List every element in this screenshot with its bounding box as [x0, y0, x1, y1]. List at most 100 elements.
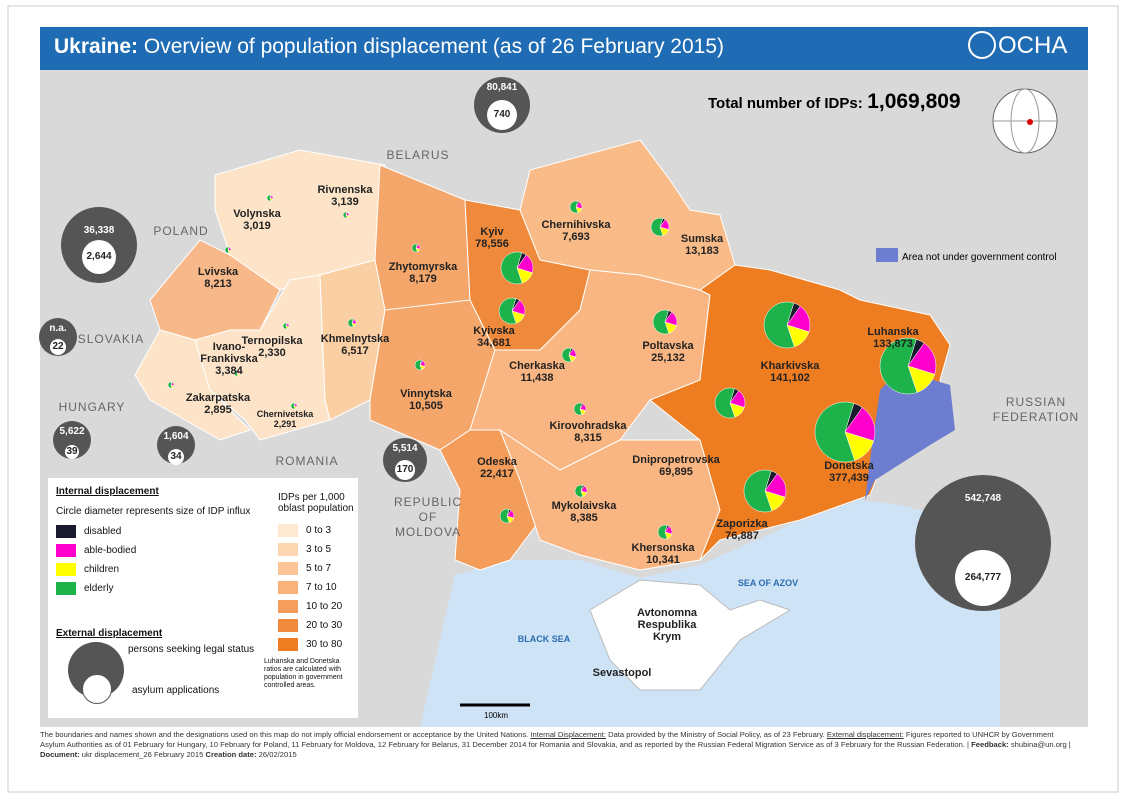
legend: Internal displacement Circle diameter re…	[48, 478, 358, 718]
oblast-name: Volynska	[233, 208, 281, 220]
oblast-name: Luhanska	[867, 326, 919, 338]
legend-label: 3 to 5	[306, 544, 332, 555]
legend-title: External displacement	[56, 628, 163, 639]
footer-label: Creation date:	[205, 750, 257, 759]
external-asylum: 39	[66, 446, 78, 457]
oblast-idps: 3,019	[243, 220, 271, 232]
footer-text: Data provided by the Ministry of Social …	[608, 730, 825, 739]
oblast-label: Zakarpatska 2,895	[186, 392, 250, 416]
oblast-idps: 8,385	[570, 512, 598, 524]
pie-slice	[573, 402, 583, 416]
oblast-label: Zhytomyrska 8,179	[389, 261, 457, 285]
external-asylum: 2,644	[86, 251, 112, 262]
oblast-label: Volynska 3,019	[233, 208, 281, 232]
country-line: REPUBLIC	[393, 495, 463, 509]
oblast-label: Kirovohradska 8,315	[549, 420, 626, 444]
oblast-label: Poltavska 25,132	[642, 340, 693, 364]
pie-slice	[714, 387, 736, 419]
oblast-name: Ivano-Frankivska	[200, 341, 258, 365]
footer-label: Internal Displacement:	[530, 730, 606, 739]
legend-title: IDPs per 1,000 oblast population	[278, 492, 354, 514]
legend-title: Internal displacement	[56, 486, 159, 497]
oblast-idps: 78,556	[475, 238, 509, 250]
external-asylum: 740	[493, 109, 511, 120]
pie-slice	[561, 347, 572, 363]
oblast-name: Khmelnytska	[320, 333, 390, 345]
legend-label: 30 to 80	[306, 639, 343, 650]
oblast-idps: 25,132	[651, 352, 685, 364]
oblast-name: Rivnenska	[317, 184, 373, 196]
oblast-name: Kharkivska	[760, 360, 820, 372]
oblast-idps: 13,183	[685, 245, 719, 257]
oblast-idps: 3,384	[215, 365, 243, 377]
oblast-label: Kyiv 78,556	[475, 226, 509, 250]
external-seeking: 1,604	[163, 431, 189, 442]
oblast-label: Zaporizka 76,887	[716, 518, 767, 542]
pie-slice	[347, 318, 354, 328]
oblast-idps: 2,291	[273, 419, 297, 429]
scale-label: 100km	[484, 711, 509, 720]
pie-slice	[814, 401, 855, 463]
external-circle	[157, 426, 195, 464]
oblast-idps: 6,517	[341, 345, 369, 357]
oblast-name: Dnipropetrovska	[632, 454, 720, 466]
oblast-name: Sumska	[680, 233, 724, 245]
oblast-idps: 8,179	[409, 273, 437, 285]
pie-slice	[652, 309, 670, 335]
oblast-name: Zakarpatska	[185, 392, 251, 404]
external-circle	[39, 318, 77, 356]
oblast-idps: 2,330	[258, 347, 286, 359]
oblast-idps: 10,341	[646, 554, 680, 566]
pie-slice	[282, 322, 288, 330]
header-bar	[40, 27, 1088, 70]
pie-slice	[290, 402, 296, 410]
external-asylum: 34	[170, 451, 182, 462]
oblast-name: Ternopilska	[241, 335, 303, 347]
total-label: Total number of IDPs:	[708, 95, 863, 112]
external-inner-circle	[50, 339, 66, 355]
legend-label: able-bodied	[84, 545, 137, 556]
oblast-name: Kirovohradska	[549, 420, 627, 432]
legend-swatch	[278, 619, 298, 632]
legend-swatch	[56, 563, 76, 576]
external-seeking: 80,841	[486, 82, 518, 93]
title-bold: Ukraine:	[54, 35, 139, 58]
country-label: REPUBLIC OF MOLDOVA	[394, 495, 462, 540]
country-label: HUNGARY	[59, 400, 126, 415]
oblast-idps: 22,417	[480, 468, 514, 480]
pie-slice	[498, 297, 517, 325]
pie-slice	[167, 381, 173, 389]
oblast-name: Vinnytska	[400, 388, 452, 400]
globe-marker	[1027, 119, 1033, 125]
pie-slice	[342, 211, 348, 219]
country-line: OF	[418, 510, 438, 524]
legend-swatch	[278, 524, 298, 537]
oblast-label: Ternopilska 2,330	[242, 335, 303, 359]
external-inner-circle	[487, 100, 517, 130]
disclaimer: The boundaries and names shown and the d…	[40, 730, 529, 739]
oblast-label: Odeska 22,417	[477, 456, 517, 480]
oblast-idps: 3,139	[331, 196, 359, 208]
legend-label: 10 to 20	[306, 601, 343, 612]
sea-label: BLACK SEA	[517, 634, 571, 644]
oblast-label: Khersonska 10,341	[632, 542, 695, 566]
oblast-label: Kyivska 34,681	[473, 325, 515, 349]
legend-swatch	[56, 582, 76, 595]
oblast-label: Ivano-Frankivska 3,384	[194, 341, 264, 377]
country-line: BELARUS	[386, 148, 450, 162]
oblast-label: Rivnenska 3,139	[317, 184, 372, 208]
oblast-name: Odeska	[477, 456, 517, 468]
legend-swatch	[278, 543, 298, 556]
oblast-name: Zaporizka	[716, 518, 768, 530]
city-label: Sevastopol	[592, 667, 652, 679]
oblast-label: Mykolaivska 8,385	[552, 500, 617, 524]
external-seeking: n.a.	[49, 323, 67, 334]
title-text: Overview of population displacement (as …	[143, 35, 725, 58]
un-logo	[968, 31, 996, 59]
external-inner-circle	[65, 445, 79, 459]
legend-label: 5 to 7	[306, 563, 332, 574]
oblast-label: Luhanska 133,873	[867, 326, 918, 350]
oblast-name: Lvivska	[197, 266, 239, 278]
footer-label: Document:	[40, 750, 80, 759]
